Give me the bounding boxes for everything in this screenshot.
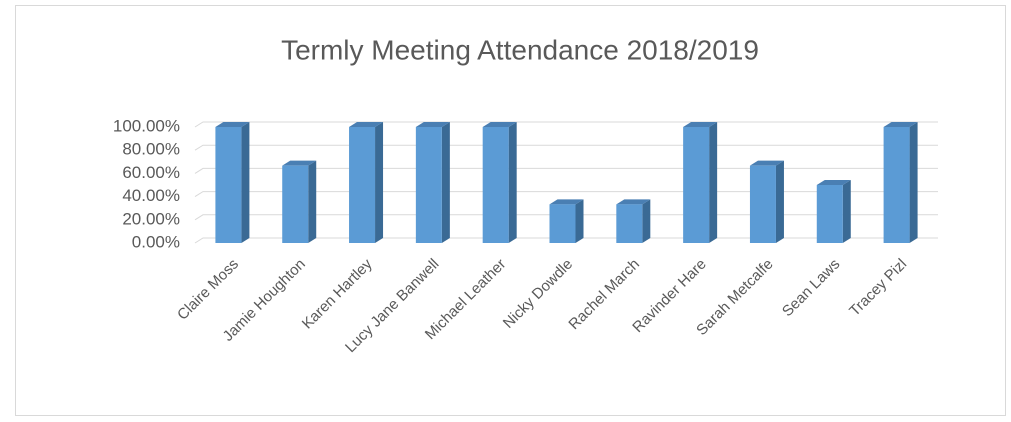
y-tick-label: 40.00% [122,186,180,205]
bar-top [616,199,651,205]
bar-top [683,122,718,127]
bar [549,204,576,243]
bar-top [415,122,450,127]
bar [616,204,643,243]
bar-top [215,122,250,127]
bar-top [349,122,384,127]
bar-side [375,122,384,243]
bar [749,165,776,243]
bar-side [842,180,851,243]
bar [482,127,509,243]
bar [816,185,843,243]
bar-side [241,122,250,243]
bar [415,127,442,243]
bar-side [709,122,718,243]
y-tick-label: 60.00% [122,163,180,182]
bar-side [308,160,317,243]
bar-top [749,160,784,166]
bar-side [642,199,651,243]
bar-top [816,180,851,185]
bar [883,127,910,243]
bar-side [909,122,918,243]
bar-top [482,122,517,127]
bar-top [883,122,918,127]
chart-title: Termly Meeting Attendance 2018/2019 [281,34,759,65]
bar-side [575,199,584,243]
y-tick-label: 100.00% [113,116,180,135]
bar-top [282,160,317,166]
bar-top [549,199,584,205]
bar-side [441,122,450,243]
bar [282,165,309,243]
bar [683,127,710,243]
y-tick-label: 20.00% [122,209,180,228]
bar [215,127,242,243]
bar-side [508,122,517,243]
bar [349,127,376,243]
y-tick-label: 0.00% [132,232,180,251]
bar-side [775,160,784,243]
y-tick-label: 80.00% [122,140,180,159]
